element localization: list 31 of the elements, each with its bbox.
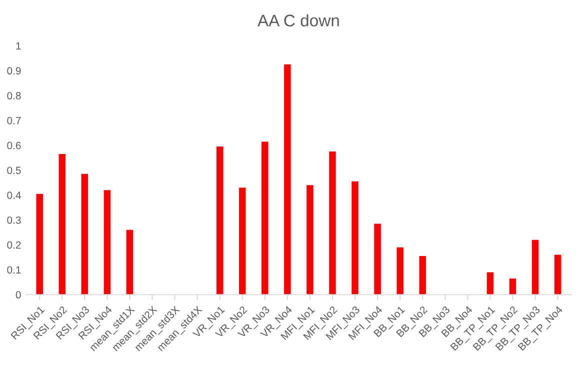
bar bbox=[284, 64, 291, 295]
y-tick-label: 0.2 bbox=[7, 241, 21, 249]
bar bbox=[262, 142, 268, 295]
bar bbox=[81, 174, 88, 295]
bar bbox=[419, 256, 426, 295]
bar bbox=[554, 254, 562, 295]
bar bbox=[239, 188, 246, 295]
bar bbox=[58, 154, 66, 295]
bar bbox=[396, 247, 404, 295]
bar bbox=[509, 278, 516, 295]
bar bbox=[352, 181, 358, 295]
y-tick-label: 0.6 bbox=[7, 142, 21, 150]
bar bbox=[104, 190, 111, 295]
chart-title: AA C down bbox=[258, 14, 339, 26]
bar bbox=[486, 272, 494, 295]
y-tick-label: 0.4 bbox=[7, 192, 21, 199]
bar bbox=[216, 146, 224, 295]
y-tick-label: 0.8 bbox=[7, 92, 21, 100]
y-tick-label: 1 bbox=[16, 42, 21, 50]
y-tick-label: 0.9 bbox=[7, 67, 21, 75]
y-tick-label: 0.7 bbox=[7, 116, 21, 124]
bar bbox=[532, 240, 539, 295]
y-tick-label: 0.5 bbox=[7, 166, 21, 174]
bar bbox=[329, 152, 336, 295]
bar bbox=[126, 230, 134, 295]
y-tick-label: 0 bbox=[16, 291, 21, 299]
y-tick-label: 0.1 bbox=[7, 266, 21, 274]
bar bbox=[374, 224, 381, 295]
bar bbox=[306, 185, 314, 295]
bar bbox=[36, 194, 43, 295]
y-tick-label: 0.3 bbox=[7, 216, 21, 224]
